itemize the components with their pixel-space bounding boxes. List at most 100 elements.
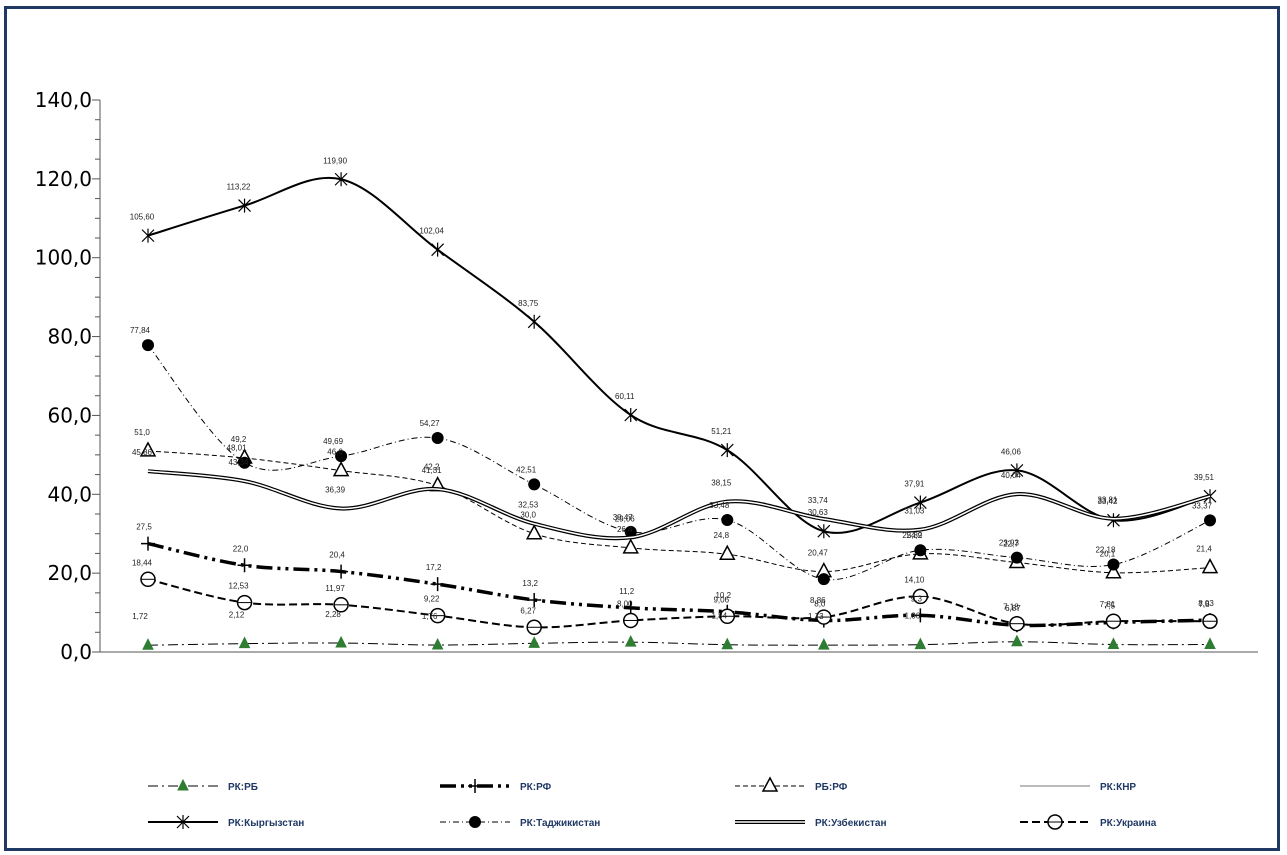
point-marker [1010, 463, 1024, 478]
data-label: 46,0 [327, 448, 343, 457]
series-8 [140, 571, 1218, 636]
data-label: 23,93 [999, 539, 1020, 548]
data-label: 51,21 [711, 427, 732, 436]
point-marker [623, 600, 638, 615]
legend-label: РК:РБ [228, 782, 258, 793]
data-label: 20,4 [329, 551, 345, 560]
legend-item: РК:РФ [440, 779, 552, 793]
point-marker [913, 608, 928, 623]
data-label: 30,47 [613, 513, 634, 522]
point-marker [1107, 637, 1120, 650]
axes: 0,0 20,0 40,0 60,0 80,0 100,0 120,0 140,0 [35, 88, 1258, 664]
data-label: 119,90 [323, 156, 347, 165]
data-label: 29,06 [615, 514, 636, 523]
point-marker [141, 228, 155, 243]
data-label: 1,84 [711, 612, 727, 621]
data-label: 49,2 [231, 435, 247, 444]
data-label: 18,44 [132, 558, 153, 567]
legend-label: РК:Таджикистан [520, 818, 600, 829]
point-marker [527, 592, 542, 607]
data-label: 1,72 [132, 612, 148, 621]
data-label: 10,2 [715, 591, 731, 600]
legend-label: РК:Украина [1100, 818, 1157, 829]
data-label: 11,97 [325, 584, 345, 593]
series-line-inner [147, 470, 1211, 539]
data-label: 30,0 [520, 511, 536, 520]
point-marker [720, 443, 734, 458]
point-marker [334, 172, 348, 187]
point-marker [528, 478, 541, 491]
point-marker [237, 558, 252, 573]
data-label: 26,4 [617, 525, 633, 534]
series-layer [139, 172, 1219, 650]
point-marker [142, 339, 154, 352]
data-label: 30,63 [808, 508, 829, 517]
data-label: 1,86 [905, 612, 921, 621]
data-label: 113,22 [227, 183, 251, 192]
point-marker [431, 637, 444, 650]
point-marker [622, 538, 639, 554]
data-label: 33,74 [808, 496, 829, 505]
legend-item: РК:Кыргызстан [148, 815, 304, 829]
legend-marker [469, 816, 481, 828]
data-label: 60,11 [615, 392, 635, 401]
legend-item: РК:КНР [1020, 782, 1136, 793]
data-label: 54,27 [420, 419, 441, 428]
data-label: 27,5 [136, 523, 152, 532]
point-marker [238, 456, 251, 469]
series-line [147, 641, 1211, 646]
point-marker [431, 242, 445, 257]
data-label: 12,53 [229, 582, 250, 591]
point-marker [141, 536, 155, 551]
legend-item: РБ:РФ [735, 776, 848, 793]
point-marker [528, 636, 540, 648]
point-marker [624, 635, 637, 647]
series-line [147, 450, 1211, 574]
data-label: 43,34 [229, 458, 250, 467]
data-label: 42,2 [424, 463, 440, 472]
y-tick-label: 40,0 [47, 482, 92, 506]
point-marker [721, 513, 734, 526]
point-marker [1201, 558, 1219, 574]
series-line [147, 344, 1211, 581]
data-label: 105,60 [130, 213, 155, 222]
data-label: 2,12 [229, 611, 245, 620]
data-label: 49,69 [323, 437, 344, 446]
point-marker [914, 544, 927, 557]
data-label: 83,75 [518, 299, 539, 308]
data-label: 14,10 [904, 575, 925, 584]
series-line [147, 541, 1211, 628]
series-line [147, 176, 1211, 534]
point-marker [238, 636, 251, 649]
y-tick-label: 60,0 [47, 403, 92, 427]
series-line [147, 470, 1211, 539]
data-label: 8,86 [810, 596, 826, 605]
series-3 [139, 441, 1219, 579]
point-marker [914, 637, 927, 650]
point-marker [817, 573, 830, 586]
point-marker [818, 638, 830, 650]
series-6 [142, 339, 1216, 586]
point-marker [624, 407, 638, 422]
data-label: 24,9 [907, 531, 923, 540]
data-label: 13,2 [522, 579, 538, 588]
data-label: 36,39 [325, 486, 346, 495]
series-5 [141, 172, 1217, 539]
data-label: 7,18 [1003, 603, 1019, 612]
data-label: 77,84 [130, 326, 151, 335]
legend: РК:РБ РК:РФ РБ:РФ РК:КНР РК:Кыргызстан РК:Тад… [148, 776, 1157, 830]
data-label: 1,73 [808, 612, 824, 621]
data-labels: 1,72 2,12 2,28 1,76 1,84 1,73 1,86 27,5 22,0 20,4… [130, 156, 1215, 621]
legend-marker [468, 779, 482, 793]
data-label: 8,00 [617, 599, 633, 608]
series-line [147, 469, 1211, 541]
series-4 [147, 470, 1211, 539]
data-label: 20,47 [808, 549, 829, 558]
point-marker [142, 638, 154, 650]
legend-item: РК:Узбекистан [735, 817, 887, 829]
chart-frame [4, 6, 1280, 851]
data-label: 33,81 [1097, 496, 1118, 505]
data-label: 22,18 [1095, 546, 1116, 555]
data-label: 102,04 [419, 227, 444, 236]
legend-label: РК:РФ [520, 782, 552, 793]
